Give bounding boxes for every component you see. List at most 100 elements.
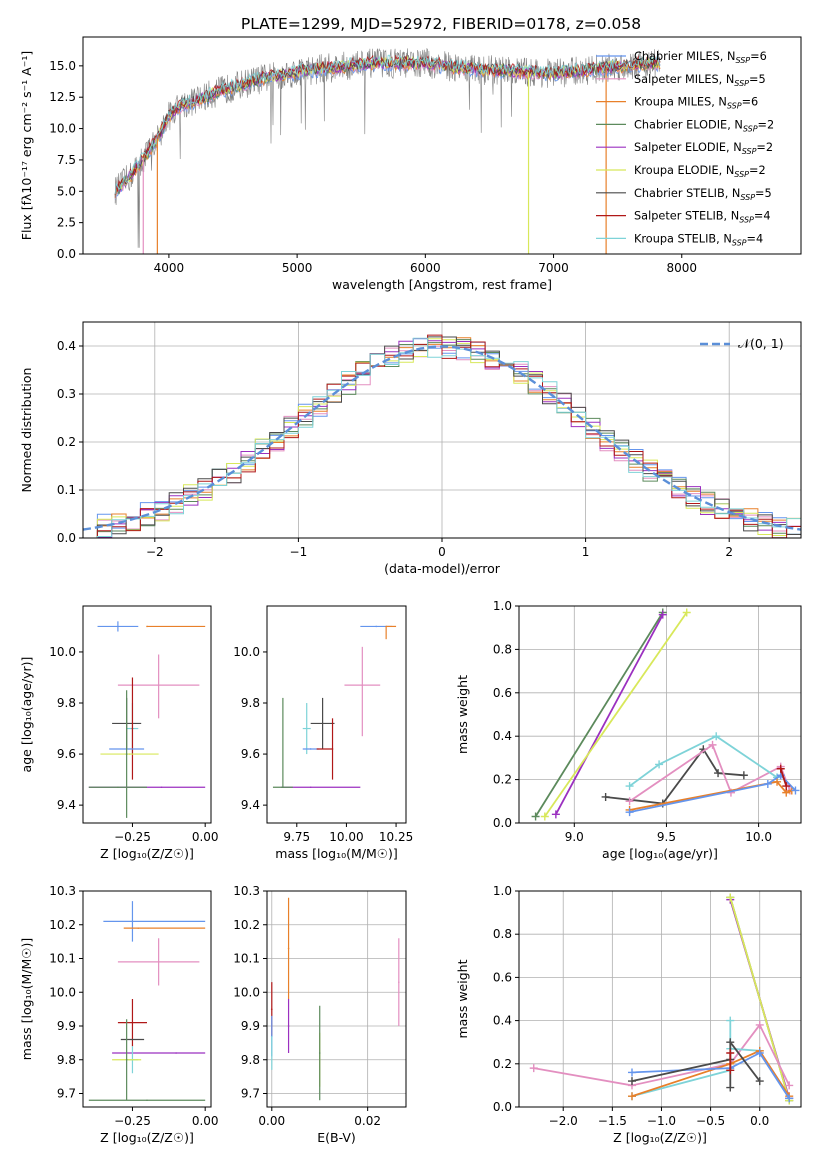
model-spectrum-line — [114, 57, 661, 197]
plus-marker — [627, 1068, 636, 1077]
y-tick-label: 0.4 — [493, 729, 512, 743]
errorbar-point — [131, 727, 134, 730]
observed-spectrum-line — [114, 47, 660, 248]
y-tick-label: 9.7 — [57, 1087, 76, 1101]
x-axis-label: age [log₁₀(age/yr)] — [602, 846, 718, 861]
x-axis-label: wavelength [Angstrom, rest frame] — [332, 277, 552, 292]
y-axis-label: Normed distribution — [19, 368, 34, 493]
errorbar-point — [128, 753, 131, 755]
x-tick-label: 0.00 — [192, 1114, 219, 1128]
plus-marker — [726, 1083, 735, 1092]
y-tick-label: 0.4 — [57, 339, 76, 353]
y-tick-label: 9.8 — [57, 696, 76, 710]
x-tick-label: 0 — [438, 545, 446, 559]
y-tick-label: 10.2 — [233, 918, 260, 932]
y-tick-label: 9.4 — [241, 798, 260, 812]
mass-weight-series-line — [631, 1039, 761, 1088]
x-axis-label: Z [log₁₀(Z/Z☉)] — [100, 846, 194, 861]
x-tick-label: 9.0 — [565, 830, 584, 844]
legend-subscript: SSP — [734, 79, 749, 88]
x-tick-label: −1.0 — [647, 1114, 676, 1128]
errorbar-point — [282, 786, 284, 789]
y-tick-label: 10.3 — [233, 884, 260, 898]
y-tick-label: 0.0 — [57, 247, 76, 261]
y-tick-label: 10.3 — [49, 884, 76, 898]
x-tick-label: −2.0 — [549, 1114, 578, 1128]
errorbar-point — [157, 961, 160, 963]
y-tick-label: 9.8 — [241, 1053, 260, 1067]
y-tick-label: 10.0 — [233, 645, 260, 659]
x-tick-label: −0.5 — [696, 1114, 725, 1128]
legend-subscript: SSP — [742, 147, 757, 156]
errorbar-point — [331, 748, 334, 750]
errorbar-point — [361, 684, 364, 686]
x-tick-label: −1 — [290, 545, 308, 559]
mass-weight-series-line — [555, 614, 664, 815]
y-tick-label: 1.0 — [493, 884, 512, 898]
axes-frame — [518, 890, 802, 1108]
errorbar-point — [287, 1025, 290, 1027]
plus-marker — [785, 1081, 794, 1090]
errorbar-point — [305, 727, 308, 730]
errorbar-point — [125, 753, 128, 755]
y-axis-label: mass [log₁₀(M/M☉)] — [19, 938, 34, 1060]
errorbar-point — [175, 1052, 177, 1054]
x-tick-label: 0.00 — [258, 1114, 285, 1128]
mass-weight-series-line — [629, 774, 797, 813]
y-tick-label: 9.4 — [57, 798, 76, 812]
plus-marker — [625, 808, 634, 817]
mass-weight-series-line — [629, 735, 778, 787]
legend-value: =4 — [754, 210, 771, 223]
legend-subscript: SSP — [727, 102, 742, 111]
plus-marker — [551, 810, 560, 819]
errorbar-point — [270, 1008, 273, 1010]
plus-marker — [739, 771, 748, 780]
errorbar-point — [131, 920, 134, 923]
plus-marker — [531, 812, 540, 821]
y-tick-label: 0.2 — [493, 773, 512, 787]
model-spectrum-line — [114, 58, 661, 198]
y-axis-label: age [log₁₀(age/yr)] — [19, 657, 34, 773]
y-tick-label: 0.0 — [493, 816, 512, 830]
legend-value: =5 — [755, 187, 772, 200]
errorbar-point — [117, 786, 119, 789]
legend-label: Kroupa STELIB, NSSP=4 — [634, 232, 763, 247]
mass-weight-vs-metallicity-panel: −2.0 −1.5 −1.0 −0.5 0.0 0.0 0.2 0.4 0.6 0.8 1.0 Z [… — [455, 884, 802, 1145]
plus-marker — [625, 782, 634, 791]
axes-frame — [266, 605, 407, 824]
y-tick-label: 0.1 — [57, 483, 76, 497]
y-axis-label: mass weight — [455, 675, 470, 754]
errorbar-point — [375, 625, 378, 628]
errorbar-point — [160, 786, 163, 789]
model-spectrum-line — [114, 55, 661, 197]
x-tick-label: −2 — [146, 545, 164, 559]
y-axis-label: Flux [fλ10⁻¹⁷ erg cm⁻² s⁻¹ A⁻¹] — [19, 51, 34, 240]
y-tick-label: 5.0 — [57, 184, 76, 198]
model-spectrum-line — [114, 58, 661, 199]
x-tick-label: 6000 — [410, 261, 441, 275]
legend-subscript: SSP — [735, 56, 750, 65]
y-tick-label: 10.0 — [49, 985, 76, 999]
residual-histogram-panel: −2 −1 0 1 2 0.0 0.1 0.2 0.3 0.4 (data-model)/error… — [19, 321, 802, 576]
y-tick-label: 9.6 — [57, 747, 76, 761]
errorbar-point — [270, 1052, 273, 1054]
plus-marker — [655, 760, 664, 769]
plus-marker — [773, 777, 782, 786]
y-tick-label: 10.2 — [49, 918, 76, 932]
plus-marker — [712, 732, 721, 741]
x-tick-label: 10.0 — [745, 830, 772, 844]
plus-marker — [627, 1077, 636, 1086]
x-tick-label: −1.5 — [598, 1114, 627, 1128]
errorbar-point — [309, 786, 312, 789]
legend-label: Chabrier STELIB, NSSP=5 — [634, 187, 772, 202]
mass-weight-series-line — [631, 1020, 760, 1098]
normal-reference-curve — [82, 345, 802, 531]
y-tick-label: 9.8 — [57, 1053, 76, 1067]
legend-value: =5 — [749, 73, 766, 86]
age-vs-mass-panel: 9.75 10.00 10.25 9.4 9.6 9.8 10.0 mass [log₁₀(M… — [233, 605, 413, 861]
y-tick-label: 7.5 — [57, 153, 76, 167]
x-tick-label: −0.25 — [114, 830, 151, 844]
x-tick-label: −0.25 — [114, 1114, 151, 1128]
plus-marker — [726, 1038, 735, 1047]
